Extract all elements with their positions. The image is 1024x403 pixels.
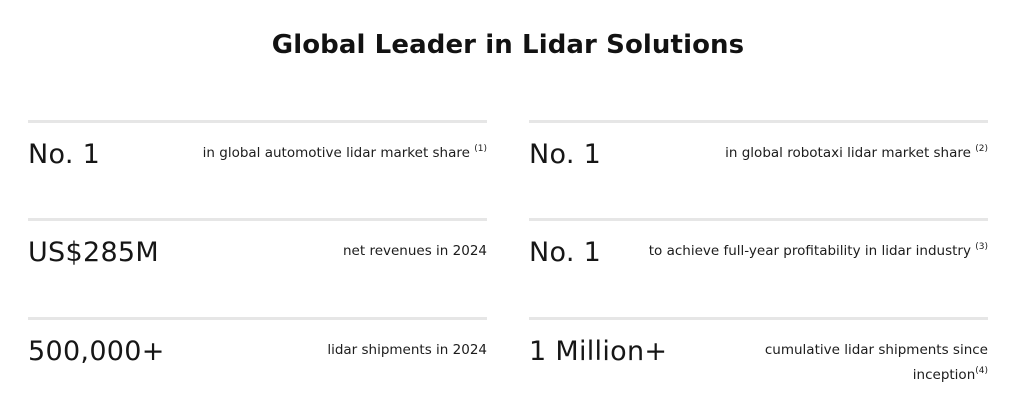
stat-card-robotaxi-market-share: No. 1 in global robotaxi lidar market sh… [529,120,988,170]
stat-description: to achieve full-year profitability in li… [638,239,988,264]
stat-description-text: net revenues in 2024 [343,243,487,259]
stat-card-profitability: No. 1 to achieve full-year profitability… [529,218,988,268]
page-title: Global Leader in Lidar Solutions [271,30,745,60]
stat-description: net revenues in 2024 [197,239,487,264]
stat-description-text: in global automotive lidar market share [202,145,470,161]
stat-value: No. 1 [529,139,602,170]
stat-footnote: (3) [975,242,988,252]
stat-description: cumulative lidar shipments since incepti… [748,338,988,388]
stat-card-net-revenues: US$285M net revenues in 2024 [28,218,487,268]
stat-description-text: to achieve full-year profitability in li… [648,243,971,259]
stat-card-automotive-market-share: No. 1 in global automotive lidar market … [28,120,487,170]
stat-description: in global automotive lidar market share … [197,141,487,166]
stat-footnote: (2) [975,144,988,154]
stat-card-annual-shipments: 500,000+ lidar shipments in 2024 [28,317,487,367]
stat-value: No. 1 [529,237,602,268]
stat-value: 1 Million+ [529,336,668,367]
stat-value: US$285M [28,237,160,268]
stat-description-text: cumulative lidar shipments since incepti… [764,342,988,383]
stat-footnote: (4) [975,366,988,376]
stat-description-text: lidar shipments in 2024 [327,342,487,358]
stat-card-cumulative-shipments: 1 Million+ cumulative lidar shipments si… [529,317,988,383]
stat-description: lidar shipments in 2024 [197,338,487,363]
stat-footnote: (1) [474,144,487,154]
stat-value: No. 1 [28,139,101,170]
stat-description: in global robotaxi lidar market share (2… [698,141,988,166]
stat-value: 500,000+ [28,336,165,367]
stat-description-text: in global robotaxi lidar market share [725,145,971,161]
